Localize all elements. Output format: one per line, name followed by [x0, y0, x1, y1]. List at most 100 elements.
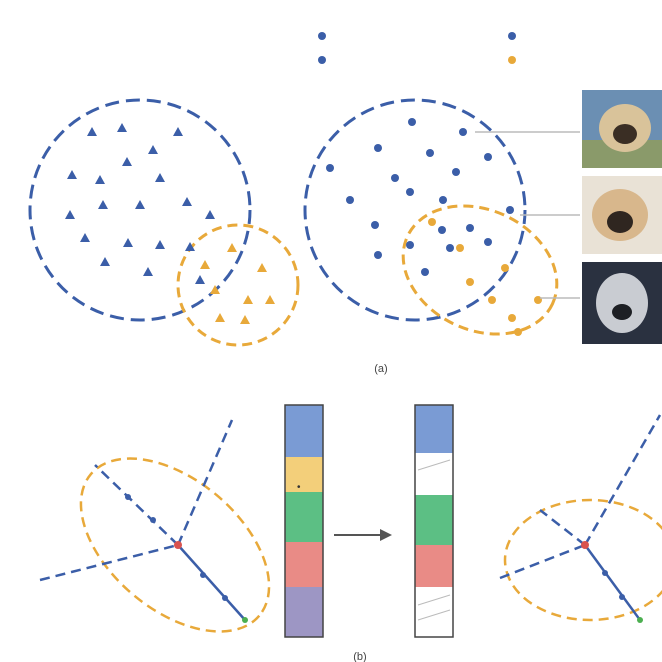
- blue-point: [506, 206, 514, 214]
- dog-photos: [582, 90, 662, 344]
- blue-point: [406, 188, 414, 196]
- bar-right-green: [415, 495, 453, 545]
- orange-point: [508, 314, 516, 322]
- legend-marker-4: [508, 56, 516, 64]
- blue-point: [148, 145, 158, 154]
- bar-b-left: •: [284, 404, 324, 638]
- orange-point: [243, 295, 253, 304]
- bar-right-white: [415, 453, 453, 495]
- blue-point: [326, 164, 334, 172]
- blue-point: [484, 153, 492, 161]
- blue-point: [426, 149, 434, 157]
- blue-point: [122, 157, 132, 166]
- orange-ellipse-b-left: [79, 457, 271, 633]
- blue-point: [408, 118, 416, 126]
- blue-point: [123, 238, 133, 247]
- bar-left-green: [285, 492, 323, 542]
- orange-ellipse-b-right: [503, 498, 662, 622]
- legend: [318, 32, 516, 64]
- blue-point: [95, 175, 105, 184]
- orange-point: [257, 263, 267, 272]
- orange-point: [227, 243, 237, 252]
- orange-dashed-ellipse-right: [401, 204, 559, 336]
- orange-point: [210, 285, 220, 294]
- blue-point: [391, 174, 399, 182]
- panel-b-left: [39, 419, 271, 633]
- orange-points-left: [200, 243, 275, 324]
- orange-point: [466, 278, 474, 286]
- blue-point: [406, 241, 414, 249]
- blue-points-right: [326, 118, 514, 276]
- blue-points-left: [65, 123, 215, 284]
- panel-label-a: (a): [374, 363, 387, 375]
- orange-point: [428, 218, 436, 226]
- arrow-head: [380, 529, 392, 541]
- blue-point: [371, 221, 379, 229]
- middle-annotation: [334, 529, 392, 541]
- bar-right-blue: [415, 405, 453, 453]
- blue-point: [374, 251, 382, 259]
- blue-dashed-circle-right: [303, 98, 527, 322]
- axis-b-right-1: [499, 543, 586, 580]
- orange-point: [200, 260, 210, 269]
- blue-point: [67, 170, 77, 179]
- bar-b-right: [414, 404, 454, 638]
- panel-a-left: [28, 98, 300, 347]
- pug-photo-1: [582, 90, 662, 168]
- bar-left-purple: [285, 587, 323, 637]
- blue-point: [195, 275, 205, 284]
- bar-left-red: [285, 542, 323, 587]
- orange-dashed-circle-left: [176, 223, 300, 347]
- legend-marker-2: [508, 32, 516, 40]
- orange-point: [514, 328, 522, 336]
- pug-photo-2: [582, 176, 662, 254]
- bar-left-blue: [285, 405, 323, 457]
- panel-label-b: (b): [353, 651, 366, 662]
- dog-photo-3: [582, 262, 662, 344]
- blue-point: [374, 144, 382, 152]
- blue-point: [439, 196, 447, 204]
- axis-b-left-4: [94, 464, 179, 546]
- center-point-b-right: [581, 541, 589, 549]
- blue-point: [80, 233, 90, 242]
- bar-right-white-2: [415, 587, 453, 637]
- legend-marker-1: [318, 32, 326, 40]
- blue-point: [205, 210, 215, 219]
- blue-point: [484, 238, 492, 246]
- center-point-b-left: [174, 541, 182, 549]
- axis-b-left-2: [176, 419, 234, 546]
- blue-point: [155, 240, 165, 249]
- orange-point: [240, 315, 250, 324]
- legend-marker-3: [318, 56, 326, 64]
- blue-point: [452, 168, 460, 176]
- axis-b-right-2: [583, 414, 662, 546]
- blue-point: [421, 268, 429, 276]
- orange-point: [534, 296, 542, 304]
- blue-point: [446, 244, 454, 252]
- orange-point: [456, 244, 464, 252]
- axis-b-right-3: [583, 544, 642, 621]
- bar-left-yellow: [285, 457, 323, 492]
- blue-point: [185, 242, 195, 251]
- blue-point: [143, 267, 153, 276]
- blue-point: [438, 226, 446, 234]
- blue-point: [182, 197, 192, 206]
- blue-point: [65, 210, 75, 219]
- blue-point: [87, 127, 97, 136]
- blue-point: [117, 123, 127, 132]
- axis-b-left-1: [39, 543, 179, 582]
- orange-point: [501, 264, 509, 272]
- panel-b-right: [499, 414, 662, 623]
- orange-point: [488, 296, 496, 304]
- blue-dashed-circle-left: [28, 98, 252, 322]
- blue-point: [346, 196, 354, 204]
- bar-right-red: [415, 545, 453, 587]
- orange-point: [215, 313, 225, 322]
- blue-point: [459, 128, 467, 136]
- blue-point: [135, 200, 145, 209]
- svg-text:•: •: [297, 482, 301, 493]
- orange-point: [265, 295, 275, 304]
- axis-b-right-4: [539, 509, 586, 546]
- axis-b-left-3: [177, 544, 246, 621]
